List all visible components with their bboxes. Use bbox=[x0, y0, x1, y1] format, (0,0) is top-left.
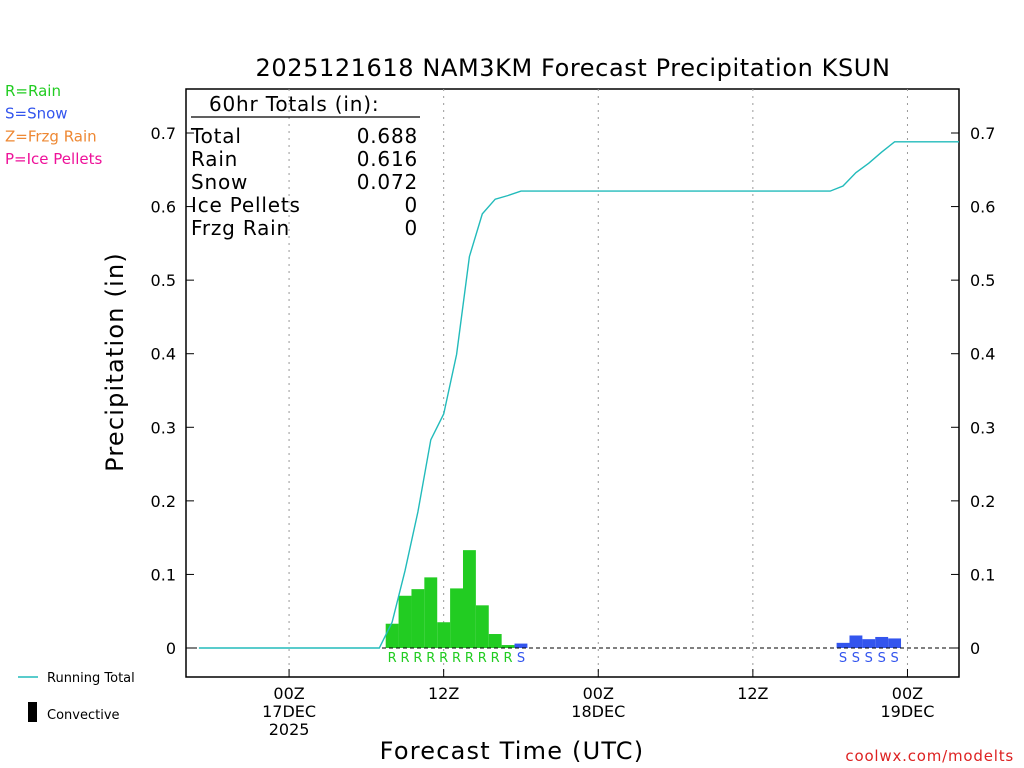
precip-bar bbox=[488, 634, 502, 648]
precip-bar bbox=[888, 638, 902, 648]
y-tick-label-right: 0.6 bbox=[970, 198, 995, 217]
y-tick-label-right: 0 bbox=[970, 639, 980, 658]
running-total-legend-label: Running Total bbox=[47, 671, 135, 686]
y-tick-label-left: 0.1 bbox=[151, 565, 176, 584]
precip-bar bbox=[862, 639, 876, 648]
y-tick-label-left: 0 bbox=[166, 639, 176, 658]
x-tick-label: 18DEC bbox=[571, 702, 625, 721]
precip-bar bbox=[424, 577, 438, 648]
x-tick-label: 00Z bbox=[583, 684, 614, 703]
precip-type-legend-item: Z=Frzg Rain bbox=[5, 127, 97, 145]
y-tick-label-right: 0.5 bbox=[970, 271, 995, 290]
bar-type-letter: R bbox=[478, 651, 487, 666]
precip-bar bbox=[411, 589, 425, 648]
bar-type-letter: S bbox=[890, 651, 898, 666]
bar-type-letter: R bbox=[400, 651, 409, 666]
totals-row-label: Rain bbox=[191, 147, 238, 171]
precip-bar bbox=[475, 605, 489, 648]
bar-type-letter: R bbox=[452, 651, 461, 666]
bar-type-letter: R bbox=[426, 651, 435, 666]
x-axis-label: Forecast Time (UTC) bbox=[380, 737, 645, 765]
precip-type-legend-item: S=Snow bbox=[5, 105, 68, 123]
y-tick-label-left: 0.2 bbox=[151, 492, 176, 511]
precip-bar bbox=[437, 622, 451, 648]
x-tick-label: 00Z bbox=[273, 684, 304, 703]
totals-heading: 60hr Totals (in): bbox=[209, 92, 379, 116]
bar-type-letter: S bbox=[517, 651, 525, 666]
bar-type-letter: S bbox=[839, 651, 847, 666]
line-legend: Running Total Convective bbox=[18, 671, 135, 723]
bar-type-letter: S bbox=[865, 651, 873, 666]
totals-row-label: Snow bbox=[191, 170, 248, 194]
x-tick-label: 12Z bbox=[428, 684, 459, 703]
x-tick-label: 00Z bbox=[892, 684, 923, 703]
y-tick-label-left: 0.5 bbox=[151, 271, 176, 290]
precip-bar bbox=[462, 550, 476, 648]
plot-frame bbox=[185, 88, 960, 678]
precip-bar bbox=[836, 642, 850, 648]
x-tick-label: 19DEC bbox=[880, 702, 934, 721]
totals-row-value: 0.688 bbox=[357, 124, 418, 148]
chart-title: 2025121618 NAM3KM Forecast Precipitation… bbox=[255, 54, 890, 82]
bar-type-letter: S bbox=[852, 651, 860, 666]
totals-row-value: 0 bbox=[404, 216, 418, 240]
convective-legend-swatch bbox=[28, 702, 37, 722]
footer-credit: coolwx.com/modelts bbox=[845, 747, 1014, 765]
bar-type-letter: R bbox=[491, 651, 500, 666]
bar-type-letter: R bbox=[465, 651, 474, 666]
x-tick-label: 2025 bbox=[269, 720, 310, 739]
totals-box: 60hr Totals (in): Total 0.688 Rain 0.616 Sno… bbox=[190, 92, 420, 240]
bar-type-letter: S bbox=[878, 651, 886, 666]
precip-bar bbox=[875, 636, 889, 648]
precip-bar bbox=[514, 643, 528, 648]
bar-type-letter: R bbox=[504, 651, 513, 666]
x-tick-label: 17DEC bbox=[262, 702, 316, 721]
precip-bar bbox=[450, 588, 463, 648]
precip-type-legend-item: R=Rain bbox=[5, 82, 61, 100]
running-total-line bbox=[198, 141, 959, 649]
totals-row-value: 0 bbox=[404, 193, 418, 217]
bar-type-letter: R bbox=[388, 651, 397, 666]
y-tick-label-left: 0.3 bbox=[151, 418, 176, 437]
y-tick-label-right: 0.2 bbox=[970, 492, 995, 511]
totals-row-label: Ice Pellets bbox=[191, 193, 301, 217]
y-axis-label: Precipitation (in) bbox=[101, 252, 129, 472]
y-tick-label-left: 0.6 bbox=[151, 198, 176, 217]
precip-bar bbox=[385, 623, 399, 648]
bar-series bbox=[385, 550, 902, 648]
totals-row-value: 0.616 bbox=[357, 147, 418, 171]
precip-type-legend-item: P=Ice Pellets bbox=[5, 150, 102, 168]
bar-type-letter: R bbox=[413, 651, 422, 666]
x-tick-label: 12Z bbox=[737, 684, 768, 703]
y-tick-label-left: 0.7 bbox=[151, 124, 176, 143]
bar-type-letter: R bbox=[439, 651, 448, 666]
y-axis-right-ticks: 0 0.1 0.2 0.3 0.4 0.5 0.6 0.7 bbox=[951, 124, 995, 658]
y-tick-label-right: 0.3 bbox=[970, 418, 995, 437]
totals-row-label: Frzg Rain bbox=[191, 216, 290, 240]
precip-type-legend: R=Rain S=Snow Z=Frzg Rain P=Ice Pellets bbox=[5, 82, 102, 168]
vertical-grid bbox=[288, 89, 908, 677]
y-axis-left-ticks: 0 0.1 0.2 0.3 0.4 0.5 0.6 0.7 bbox=[151, 124, 194, 658]
y-tick-label-right: 0.7 bbox=[970, 124, 995, 143]
totals-row-label: Total bbox=[190, 124, 242, 148]
y-tick-label-right: 0.4 bbox=[970, 345, 995, 364]
totals-row-value: 0.072 bbox=[357, 170, 418, 194]
precip-bar bbox=[501, 645, 515, 648]
precip-bar bbox=[849, 635, 863, 648]
precip-bar bbox=[398, 595, 412, 648]
convective-legend-label: Convective bbox=[47, 708, 120, 723]
y-tick-label-right: 0.1 bbox=[970, 565, 995, 584]
y-tick-label-left: 0.4 bbox=[151, 345, 176, 364]
